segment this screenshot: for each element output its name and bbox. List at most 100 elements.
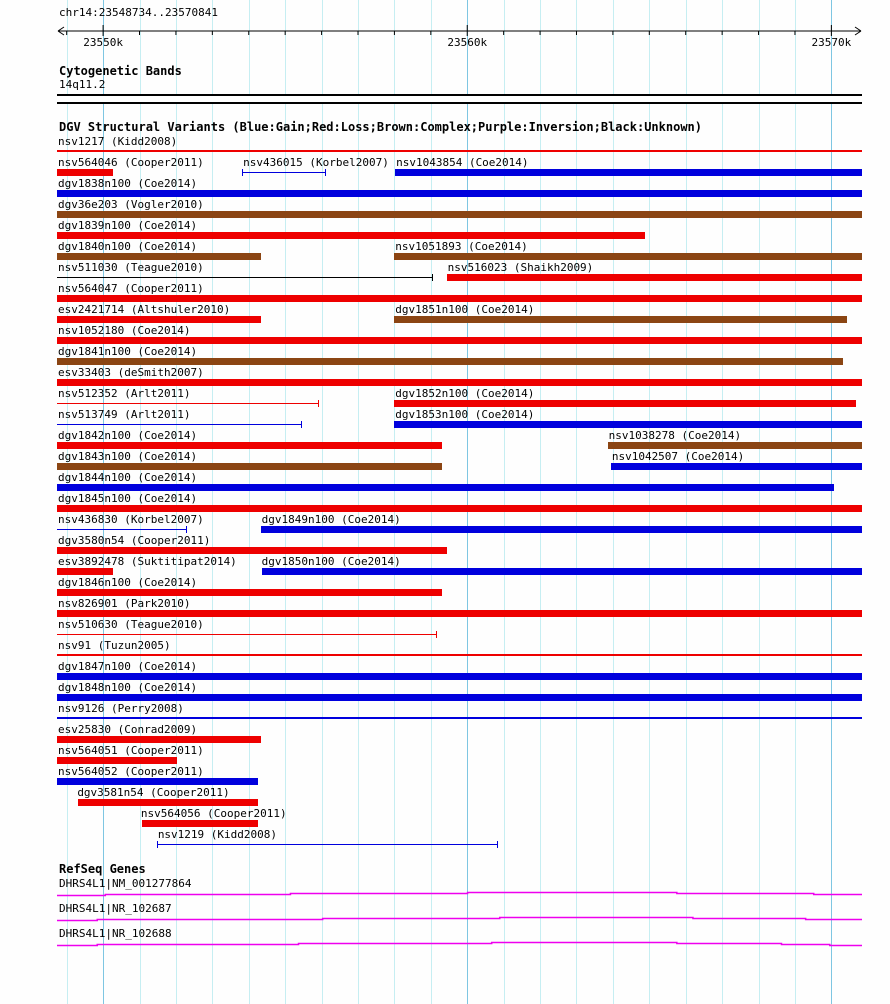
variant-line[interactable] — [57, 654, 862, 656]
variant-line[interactable] — [57, 150, 862, 152]
variant-bar[interactable] — [57, 337, 862, 344]
variant-label[interactable]: nsv1219 (Kidd2008) — [157, 828, 278, 841]
variant-bar[interactable] — [394, 421, 862, 428]
variant-label[interactable]: nsv511030 (Teague2010) — [58, 261, 204, 274]
variant-bar[interactable] — [141, 820, 259, 827]
variant-label[interactable]: nsv510630 (Teague2010) — [58, 618, 204, 631]
variant-bar[interactable] — [57, 190, 862, 197]
variant-line[interactable] — [57, 424, 302, 425]
variant-bar[interactable] — [57, 778, 259, 785]
variant-bar[interactable] — [57, 547, 448, 554]
variant-line[interactable] — [156, 844, 499, 845]
variant-line[interactable] — [57, 634, 437, 635]
variant-bar[interactable] — [57, 211, 862, 218]
variant-line-end-tick[interactable] — [300, 421, 302, 428]
variant-bar[interactable] — [57, 610, 862, 617]
variant-label[interactable]: nsv436015 (Korbel2007) — [243, 156, 389, 169]
variant-label[interactable]: dgv36e203 (Vogler2010) — [58, 198, 204, 211]
variant-bar[interactable] — [394, 400, 856, 407]
variant-bar[interactable] — [77, 799, 259, 806]
variant-bar[interactable] — [394, 253, 862, 260]
variant-label[interactable]: dgv1853n100 (Coe2014) — [395, 408, 535, 421]
variant-line-end-tick[interactable] — [435, 631, 437, 638]
variant-bar[interactable] — [57, 463, 442, 470]
variant-label[interactable]: dgv3581n54 (Cooper2011) — [77, 786, 230, 799]
variant-label[interactable]: nsv9126 (Perry2008) — [58, 702, 184, 715]
variant-bar[interactable] — [57, 358, 844, 365]
variant-label[interactable]: nsv1051893 (Coe2014) — [395, 240, 528, 253]
variant-bar[interactable] — [57, 736, 261, 743]
variant-label[interactable]: nsv564056 (Cooper2011) — [140, 807, 287, 820]
variant-label[interactable]: nsv564051 (Cooper2011) — [58, 744, 204, 757]
variant-label[interactable]: dgv1847n100 (Coe2014) — [58, 660, 198, 673]
variant-label[interactable]: dgv1842n100 (Coe2014) — [58, 429, 198, 442]
variant-label[interactable]: nsv513749 (Arlt2011) — [58, 408, 191, 421]
variant-line[interactable] — [57, 403, 320, 404]
variant-label[interactable]: esv2421714 (Altshuler2010) — [58, 303, 231, 316]
gene-structure-line[interactable] — [57, 915, 862, 923]
variant-line[interactable] — [57, 717, 862, 719]
variant-bar[interactable] — [395, 169, 862, 176]
variant-label[interactable]: dgv1845n100 (Coe2014) — [58, 492, 198, 505]
variant-label[interactable]: dgv1843n100 (Coe2014) — [58, 450, 198, 463]
variant-bar[interactable] — [57, 694, 862, 701]
variant-label[interactable]: nsv1052180 (Coe2014) — [58, 324, 191, 337]
variant-label[interactable]: nsv436830 (Korbel2007) — [58, 513, 204, 526]
variant-bar[interactable] — [607, 442, 862, 449]
variant-bar[interactable] — [610, 463, 862, 470]
variant-bar[interactable] — [57, 295, 862, 302]
variant-label[interactable]: dgv1851n100 (Coe2014) — [395, 303, 535, 316]
variant-bar[interactable] — [394, 316, 848, 323]
variant-bar[interactable] — [57, 253, 261, 260]
variant-label[interactable]: dgv1846n100 (Coe2014) — [58, 576, 198, 589]
variant-label[interactable]: esv3892478 (Suktitipat2014) — [58, 555, 237, 568]
variant-label[interactable]: nsv512352 (Arlt2011) — [58, 387, 191, 400]
variant-bar[interactable] — [57, 505, 862, 512]
variant-line-end-tick[interactable] — [324, 169, 326, 176]
variant-label[interactable]: nsv91 (Tuzun2005) — [58, 639, 171, 652]
variant-label[interactable]: dgv1852n100 (Coe2014) — [395, 387, 535, 400]
variant-label[interactable]: nsv1042507 (Coe2014) — [611, 450, 745, 463]
variant-label[interactable]: nsv1217 (Kidd2008) — [58, 135, 178, 148]
variant-label[interactable]: dgv1838n100 (Coe2014) — [58, 177, 198, 190]
variant-line-end-tick[interactable] — [431, 274, 433, 281]
variant-label[interactable]: esv25830 (Conrad2009) — [58, 723, 198, 736]
variant-line-end-tick[interactable] — [318, 400, 320, 407]
variant-line-start-tick[interactable] — [242, 169, 244, 176]
variant-label[interactable]: dgv1848n100 (Coe2014) — [58, 681, 198, 694]
variant-label[interactable]: nsv826901 (Park2010) — [58, 597, 191, 610]
variant-label[interactable]: dgv1840n100 (Coe2014) — [58, 240, 198, 253]
variant-bar[interactable] — [57, 169, 114, 176]
variant-label[interactable]: nsv1043854 (Coe2014) — [396, 156, 529, 169]
variant-label[interactable]: nsv564046 (Cooper2011) — [58, 156, 204, 169]
gene-label[interactable]: DHRS4L1|NR_102688 — [59, 927, 172, 940]
variant-bar[interactable] — [57, 757, 177, 764]
variant-bar[interactable] — [57, 316, 261, 323]
variant-line[interactable] — [57, 529, 188, 530]
variant-bar[interactable] — [57, 589, 442, 596]
variant-bar[interactable] — [57, 484, 834, 491]
variant-label[interactable]: dgv1841n100 (Coe2014) — [58, 345, 198, 358]
variant-label[interactable]: dgv1844n100 (Coe2014) — [58, 471, 198, 484]
variant-label[interactable]: nsv516023 (Shaikh2009) — [447, 261, 594, 274]
gene-label[interactable]: DHRS4L1|NM_001277864 — [59, 877, 192, 890]
variant-label[interactable]: dgv1850n100 (Coe2014) — [261, 555, 401, 568]
variant-bar[interactable] — [57, 673, 862, 680]
gene-structure-line[interactable] — [57, 940, 862, 948]
variant-line-end-tick[interactable] — [497, 841, 499, 848]
variant-bar[interactable] — [57, 232, 645, 239]
variant-line-start-tick[interactable] — [156, 841, 158, 848]
variant-bar[interactable] — [57, 379, 862, 386]
variant-label[interactable]: nsv564047 (Cooper2011) — [58, 282, 204, 295]
variant-label[interactable]: nsv564052 (Cooper2011) — [58, 765, 204, 778]
variant-bar[interactable] — [57, 568, 114, 575]
gene-structure-line[interactable] — [57, 890, 862, 898]
variant-label[interactable]: dgv3580n54 (Cooper2011) — [58, 534, 211, 547]
variant-label[interactable]: dgv1849n100 (Coe2014) — [261, 513, 401, 526]
variant-label[interactable]: nsv1038278 (Coe2014) — [608, 429, 742, 442]
variant-label[interactable]: dgv1839n100 (Coe2014) — [58, 219, 198, 232]
variant-bar[interactable] — [260, 526, 862, 533]
variant-label[interactable]: esv33403 (deSmith2007) — [58, 366, 204, 379]
gene-label[interactable]: DHRS4L1|NR_102687 — [59, 902, 172, 915]
variant-bar[interactable] — [446, 274, 862, 281]
